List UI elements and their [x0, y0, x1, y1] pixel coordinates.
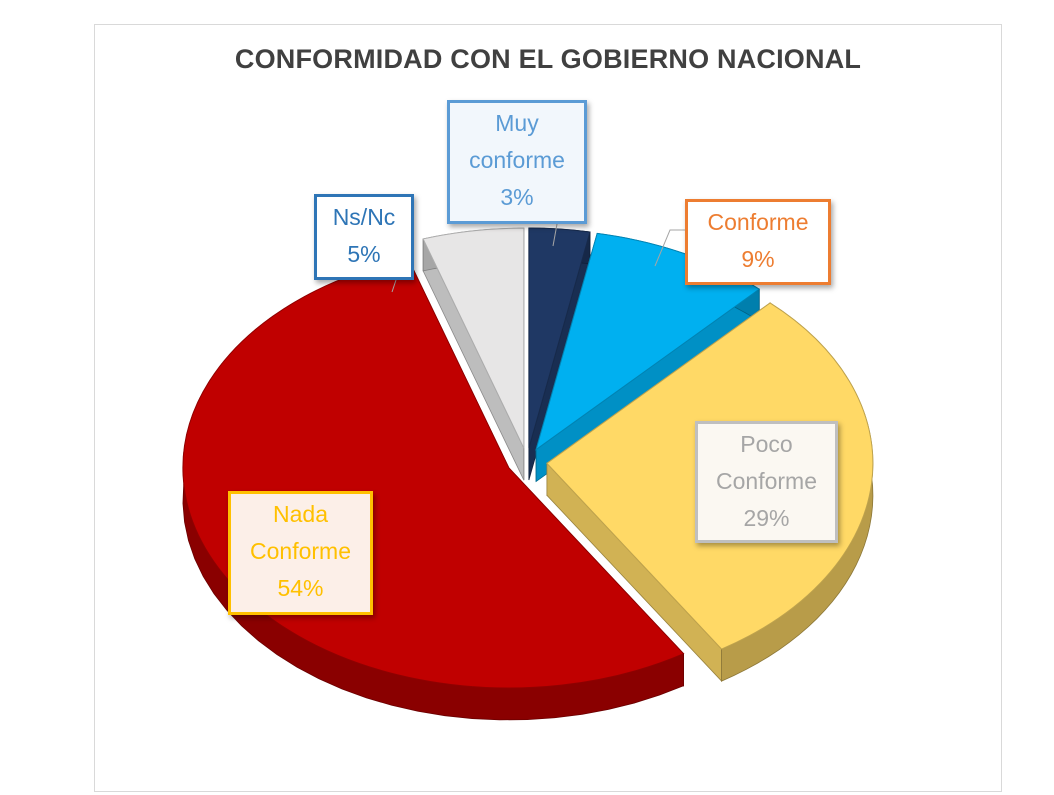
slice-label-line: Poco	[740, 431, 793, 457]
pie-slice	[528, 227, 591, 449]
slice-label-line: conforme	[469, 147, 565, 173]
slice-label-conforme: Conforme 9%	[685, 199, 831, 285]
leader-line	[654, 229, 685, 267]
slice-percent: 29%	[743, 505, 790, 531]
chart-title: CONFORMIDAD CON EL GOBIERNO NACIONAL	[234, 44, 862, 74]
slice-label-ns-nc: Ns/Nc 5%	[314, 194, 414, 280]
leader-line	[552, 223, 558, 247]
slice-label-line: Conforme	[716, 468, 817, 494]
slice-label-muy-conforme: Muy conforme 3%	[447, 100, 587, 224]
slice-label-line: Conforme	[707, 209, 809, 235]
slice-label-line: Nada	[273, 501, 328, 527]
leader-lines	[391, 223, 685, 293]
slice-percent: 9%	[741, 246, 775, 272]
slice-label-poco-conforme: Poco Conforme 29%	[695, 421, 838, 543]
slice-label-line: Muy	[495, 110, 539, 136]
slice-percent: 54%	[277, 575, 324, 601]
slice-label-nada-conforme: Nada Conforme 54%	[228, 491, 373, 615]
pie-slice	[422, 227, 525, 449]
slice-percent: 3%	[500, 184, 534, 210]
leader-line	[391, 279, 397, 293]
slice-label-line: Ns/Nc	[332, 204, 396, 230]
slice-percent: 5%	[347, 241, 381, 267]
slice-label-line: Conforme	[250, 538, 351, 564]
